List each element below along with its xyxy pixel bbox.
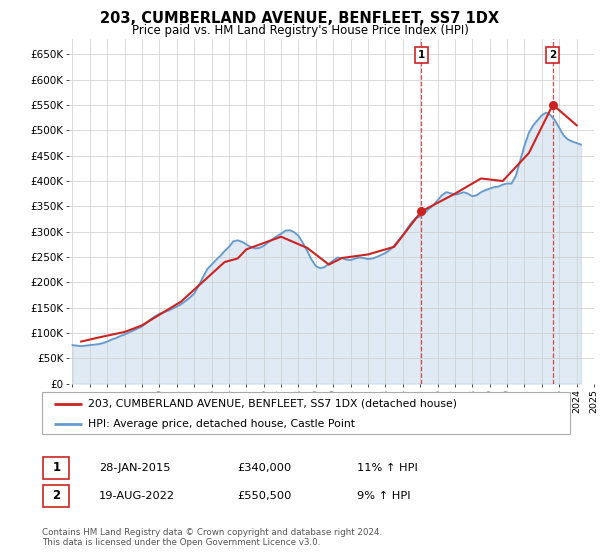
Text: 9% ↑ HPI: 9% ↑ HPI bbox=[357, 491, 410, 501]
Text: £340,000: £340,000 bbox=[237, 463, 291, 473]
Text: 28-JAN-2015: 28-JAN-2015 bbox=[99, 463, 170, 473]
Text: Price paid vs. HM Land Registry's House Price Index (HPI): Price paid vs. HM Land Registry's House … bbox=[131, 24, 469, 37]
Text: 203, CUMBERLAND AVENUE, BENFLEET, SS7 1DX: 203, CUMBERLAND AVENUE, BENFLEET, SS7 1D… bbox=[100, 11, 500, 26]
Text: 203, CUMBERLAND AVENUE, BENFLEET, SS7 1DX (detached house): 203, CUMBERLAND AVENUE, BENFLEET, SS7 1D… bbox=[88, 399, 457, 409]
Text: £550,500: £550,500 bbox=[237, 491, 292, 501]
Text: Contains HM Land Registry data © Crown copyright and database right 2024.
This d: Contains HM Land Registry data © Crown c… bbox=[42, 528, 382, 547]
Text: 2: 2 bbox=[549, 50, 556, 60]
Text: HPI: Average price, detached house, Castle Point: HPI: Average price, detached house, Cast… bbox=[88, 419, 355, 429]
Text: 1: 1 bbox=[418, 50, 425, 60]
Text: 1: 1 bbox=[52, 461, 61, 474]
Text: 11% ↑ HPI: 11% ↑ HPI bbox=[357, 463, 418, 473]
Text: 2: 2 bbox=[52, 489, 61, 502]
Text: 19-AUG-2022: 19-AUG-2022 bbox=[99, 491, 175, 501]
